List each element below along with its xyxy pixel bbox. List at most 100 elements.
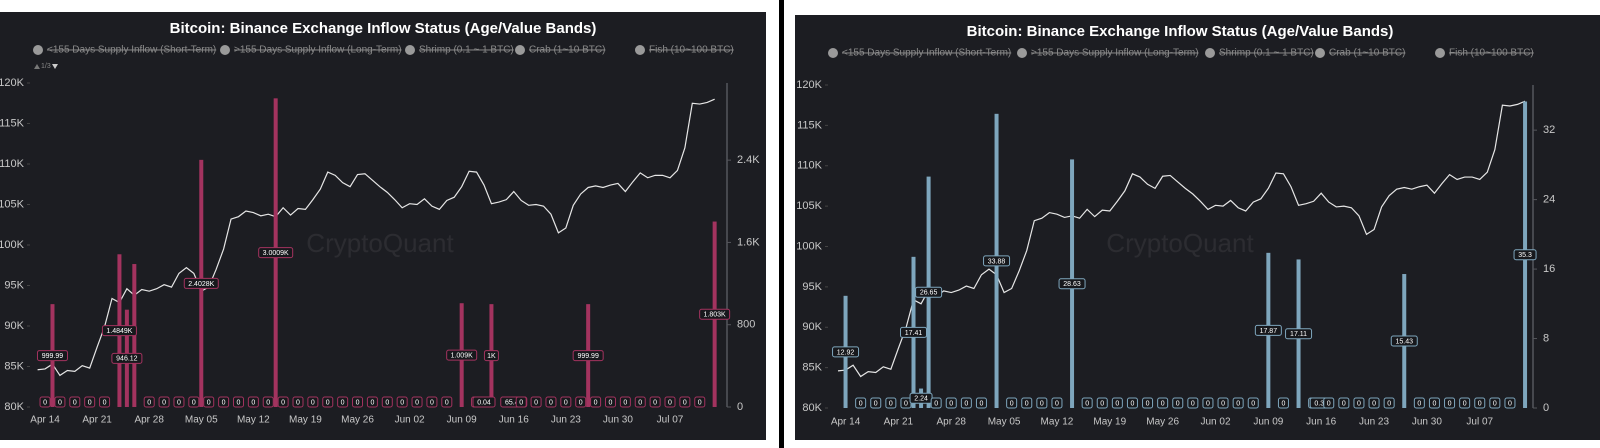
value-label: 35.3: [1513, 249, 1537, 261]
value-label: 0: [1111, 397, 1123, 409]
legend-item: Fish (10~100 BTC): [1435, 48, 1534, 59]
value-label-text: 0: [698, 399, 702, 406]
value-label-box: [1081, 397, 1093, 409]
value-label: 0: [545, 396, 557, 408]
value-label: 0: [1081, 397, 1093, 409]
value-label-text: 0: [445, 399, 449, 406]
value-label-box: [366, 396, 378, 408]
value-label-text: 0: [400, 399, 404, 406]
value-label-box: [337, 396, 349, 408]
x-tick-label: Jun 16: [499, 415, 529, 426]
value-label: 0: [575, 396, 587, 408]
value-label-box: [945, 397, 957, 409]
value-label-text: 0: [1432, 400, 1436, 407]
value-label: 0: [1368, 397, 1380, 409]
value-label-box: [1111, 397, 1123, 409]
legend-marker: [405, 45, 415, 55]
legend-label: >155 Days Supply Inflow (Long-Term): [1031, 48, 1199, 59]
value-label-text: 0: [251, 399, 255, 406]
value-label: 0: [396, 396, 408, 408]
value-label: 1.803K: [699, 308, 731, 320]
x-tick-label: May 05: [185, 415, 218, 426]
value-label: 0: [1202, 397, 1214, 409]
value-label-text: 0: [222, 399, 226, 406]
value-label: 0: [188, 396, 200, 408]
y2-tick-label: 0: [737, 401, 743, 413]
value-label: 0: [885, 397, 897, 409]
value-label-box: [1157, 397, 1169, 409]
value-label-text: 0: [594, 399, 598, 406]
value-label: 1.009K: [446, 349, 478, 361]
legend-marker: [515, 45, 525, 55]
value-label-box: [101, 325, 137, 337]
value-label: 0: [232, 396, 244, 408]
y2-tick-label: 1.6K: [737, 236, 760, 248]
value-label-text: 0: [1478, 400, 1482, 407]
value-label: 0: [1232, 397, 1244, 409]
value-label: 17.11: [1285, 328, 1313, 340]
x-tick-label: Apr 21: [82, 415, 112, 426]
legend-item: <155 Days Supply Inflow (Short-Term): [828, 48, 1011, 59]
value-label-text: 17.87: [1260, 328, 1278, 335]
value-label: 0: [515, 396, 527, 408]
legend-label: Crab (1~10 BTC): [529, 45, 605, 56]
x-tick-label: May 19: [289, 415, 322, 426]
value-label-box: [1036, 397, 1048, 409]
value-label: 999.99: [572, 350, 604, 362]
value-label-box: [158, 396, 170, 408]
value-label-box: [1006, 397, 1018, 409]
value-label-box: [575, 396, 587, 408]
x-tick-label: May 12: [237, 415, 270, 426]
value-label-box: [545, 396, 557, 408]
value-label-text: 0: [415, 399, 419, 406]
value-label: 0: [218, 396, 230, 408]
value-label: 0: [1006, 397, 1018, 409]
value-label-box: [619, 396, 631, 408]
value-label: 0: [1474, 397, 1486, 409]
value-label-text: 0: [1040, 400, 1044, 407]
value-label-text: 0: [1463, 400, 1467, 407]
value-label-text: 0: [1206, 400, 1210, 407]
value-label-box: [1444, 397, 1456, 409]
value-label-box: [1338, 397, 1350, 409]
value-label-text: 0: [1130, 400, 1134, 407]
value-label: 12.92: [832, 346, 860, 358]
value-label-text: 0: [385, 399, 389, 406]
y-tick-label: 90K: [4, 320, 24, 332]
value-label-text: 0: [638, 399, 642, 406]
legend-marker: [220, 45, 230, 55]
value-label-text: 28.63: [1063, 281, 1081, 288]
value-label-box: [1504, 397, 1516, 409]
value-label-text: 0: [683, 399, 687, 406]
value-label-box: [1096, 397, 1108, 409]
value-label: 0: [694, 396, 706, 408]
value-label: 0: [1247, 397, 1259, 409]
value-label-text: 0: [1146, 400, 1150, 407]
x-tick-label: Apr 28: [134, 415, 164, 426]
value-label-box: [915, 286, 943, 298]
value-label-box: [1390, 335, 1418, 347]
value-label-box: [183, 277, 219, 289]
value-label-text: 999.99: [577, 353, 599, 360]
y2-tick-label: 16: [1543, 263, 1555, 275]
y-tick-label: 90K: [802, 321, 822, 333]
legend-label: <155 Days Supply Inflow (Short-Term): [47, 45, 216, 56]
value-label: 0: [590, 396, 602, 408]
value-label: 0: [1036, 397, 1048, 409]
value-label-box: [1323, 397, 1335, 409]
value-label-text: 26.65: [920, 290, 938, 297]
value-label: 0: [975, 397, 987, 409]
value-label-text: 0: [1417, 400, 1421, 407]
value-label-box: [1489, 397, 1501, 409]
value-label-text: 0: [311, 399, 315, 406]
value-label-box: [262, 396, 274, 408]
chart-left: CryptoQuant Bitcoin: Binance Exchange Inf…: [0, 12, 766, 440]
legend-marker: [828, 48, 838, 58]
value-label-text: 0: [564, 399, 568, 406]
x-tick-label: Jun 09: [1253, 417, 1283, 428]
value-label: 0: [441, 396, 453, 408]
value-label: 0: [960, 397, 972, 409]
legend-label: Fish (10~100 BTC): [649, 45, 734, 56]
value-label-box: [1217, 397, 1229, 409]
value-label-text: 0: [1448, 400, 1452, 407]
